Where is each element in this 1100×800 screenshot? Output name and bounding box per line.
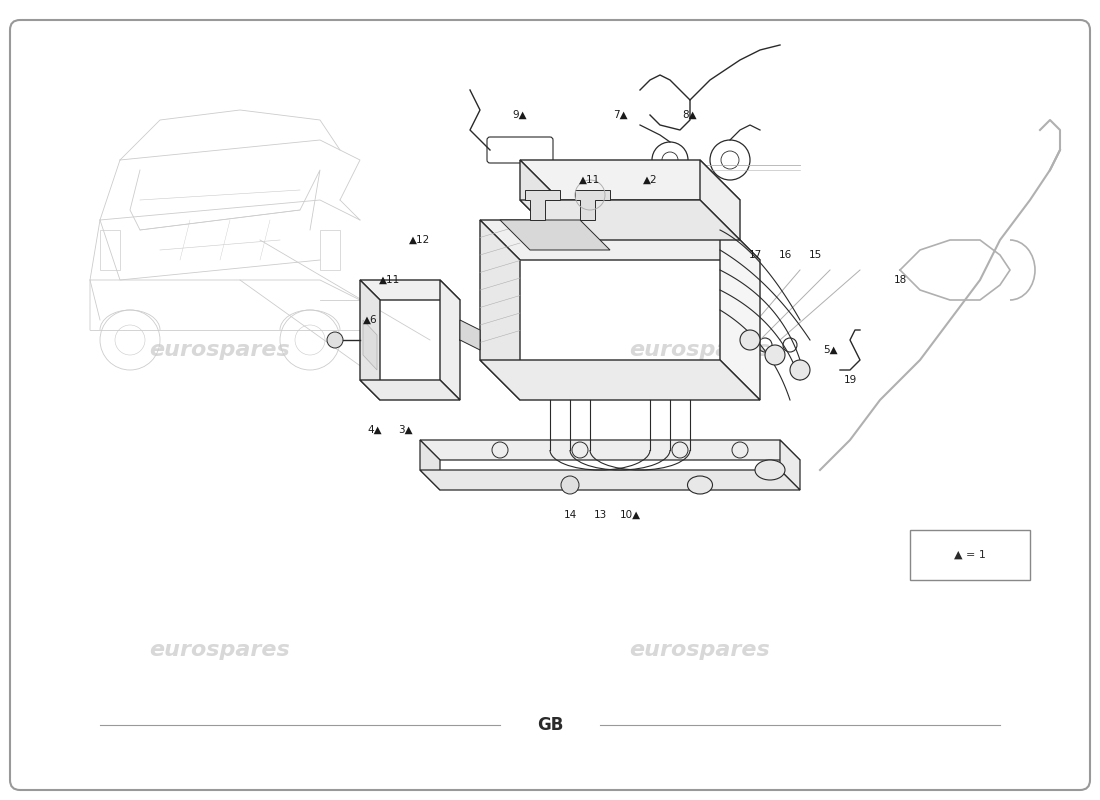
Text: ▲6: ▲6	[363, 315, 377, 325]
Polygon shape	[420, 440, 800, 460]
Text: eurospares: eurospares	[150, 640, 290, 660]
Ellipse shape	[688, 476, 713, 494]
Polygon shape	[440, 280, 460, 400]
Text: 3▲: 3▲	[398, 425, 412, 435]
Circle shape	[740, 330, 760, 350]
Text: 18: 18	[893, 275, 906, 285]
Text: 13: 13	[593, 510, 606, 520]
Polygon shape	[480, 220, 760, 260]
Polygon shape	[520, 160, 740, 200]
Ellipse shape	[755, 460, 785, 480]
Text: GB: GB	[537, 716, 563, 734]
Polygon shape	[420, 470, 800, 490]
Polygon shape	[575, 190, 611, 220]
Text: ▲2: ▲2	[642, 175, 658, 185]
Text: eurospares: eurospares	[629, 640, 770, 660]
Polygon shape	[363, 320, 377, 370]
Text: eurospares: eurospares	[629, 340, 770, 360]
Text: ▲11: ▲11	[580, 175, 601, 185]
Polygon shape	[780, 440, 800, 490]
Text: ▲12: ▲12	[409, 235, 430, 245]
Polygon shape	[360, 380, 460, 400]
Polygon shape	[480, 360, 760, 400]
Text: 5▲: 5▲	[823, 345, 837, 355]
Circle shape	[327, 332, 343, 348]
Text: 10▲: 10▲	[619, 510, 640, 520]
Circle shape	[561, 476, 579, 494]
Text: eurospares: eurospares	[150, 340, 290, 360]
Polygon shape	[420, 440, 440, 490]
Polygon shape	[700, 160, 740, 240]
Text: ▲ = 1: ▲ = 1	[954, 550, 986, 560]
Text: 17: 17	[748, 250, 761, 260]
FancyBboxPatch shape	[10, 20, 1090, 790]
FancyBboxPatch shape	[910, 530, 1030, 580]
Polygon shape	[720, 220, 760, 400]
Polygon shape	[500, 220, 610, 250]
Text: 4▲: 4▲	[367, 425, 383, 435]
Text: 9▲: 9▲	[513, 110, 527, 120]
Polygon shape	[360, 280, 379, 400]
Polygon shape	[525, 190, 560, 220]
Text: 7▲: 7▲	[613, 110, 627, 120]
Text: 16: 16	[779, 250, 792, 260]
Polygon shape	[520, 200, 740, 240]
Text: 14: 14	[563, 510, 576, 520]
Polygon shape	[520, 160, 560, 240]
Polygon shape	[360, 280, 460, 300]
Circle shape	[764, 345, 785, 365]
Text: 19: 19	[844, 375, 857, 385]
Polygon shape	[460, 320, 480, 350]
Text: 8▲: 8▲	[683, 110, 697, 120]
Polygon shape	[480, 220, 520, 400]
Text: 15: 15	[808, 250, 822, 260]
Text: ▲11: ▲11	[379, 275, 400, 285]
Circle shape	[790, 360, 810, 380]
